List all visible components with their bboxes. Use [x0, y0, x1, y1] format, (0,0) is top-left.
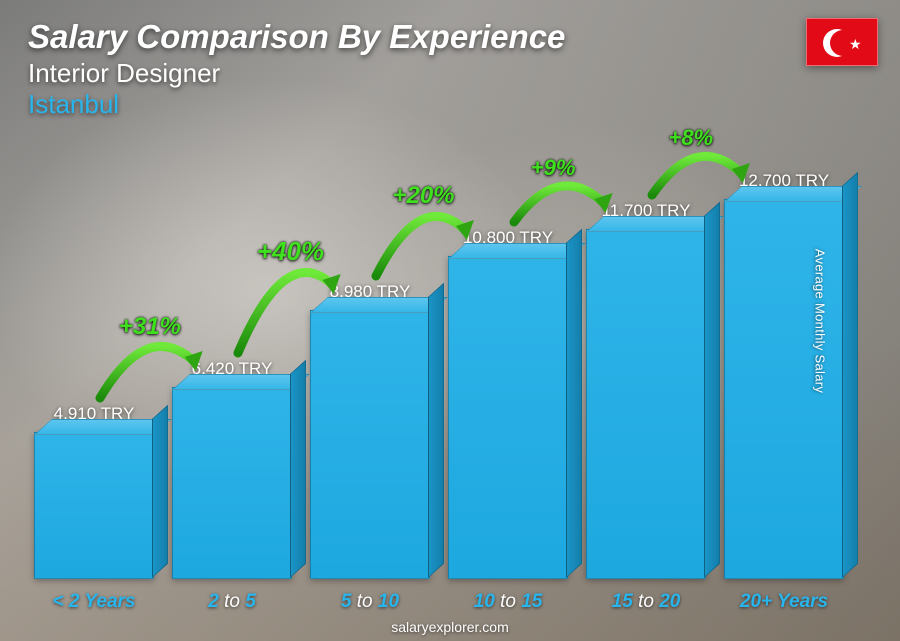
bar: [172, 387, 292, 579]
increase-percent-label: +9%: [531, 155, 576, 181]
flag-star-icon: ★: [849, 37, 862, 51]
header: Salary Comparison By Experience Interior…: [28, 18, 872, 120]
bar: [310, 310, 430, 579]
bar-wrap: 10,800 TRY: [448, 228, 568, 579]
x-axis-category: 2 to 5: [172, 591, 292, 613]
x-axis-category: 5 to 10: [310, 591, 430, 613]
x-axis-category: 10 to 15: [448, 591, 568, 613]
country-flag: ★: [806, 18, 878, 66]
increase-percent-label: +8%: [668, 125, 713, 151]
bar: [586, 229, 706, 579]
bar-wrap: 6,420 TRY: [172, 359, 292, 579]
x-axis-category: 20+ Years: [724, 591, 844, 613]
bar-wrap: 11,700 TRY: [586, 201, 706, 579]
increase-percent-label: +31%: [119, 313, 181, 341]
bar-chart: 4,910 TRY6,420 TRY8,980 TRY10,800 TRY11,…: [34, 109, 844, 579]
x-axis-labels: < 2 Years 2 to 5 5 to 10 10 to 15 15 to 20 20…: [34, 591, 844, 613]
increase-percent-label: +40%: [257, 236, 324, 267]
bar-wrap: 8,980 TRY: [310, 282, 430, 579]
bar: [34, 432, 154, 579]
bar-wrap: 4,910 TRY: [34, 404, 154, 579]
flag-crescent-icon: [823, 29, 851, 57]
footer-source: salaryexplorer.com: [0, 619, 900, 635]
x-axis-category: 15 to 20: [586, 591, 706, 613]
x-axis-category: < 2 Years: [34, 591, 154, 613]
bar: [448, 256, 568, 579]
increase-percent-label: +20%: [392, 182, 454, 210]
y-axis-label: Average Monthly Salary: [812, 248, 827, 392]
chart-subtitle: Interior Designer: [28, 58, 872, 89]
chart-title: Salary Comparison By Experience: [28, 18, 872, 56]
